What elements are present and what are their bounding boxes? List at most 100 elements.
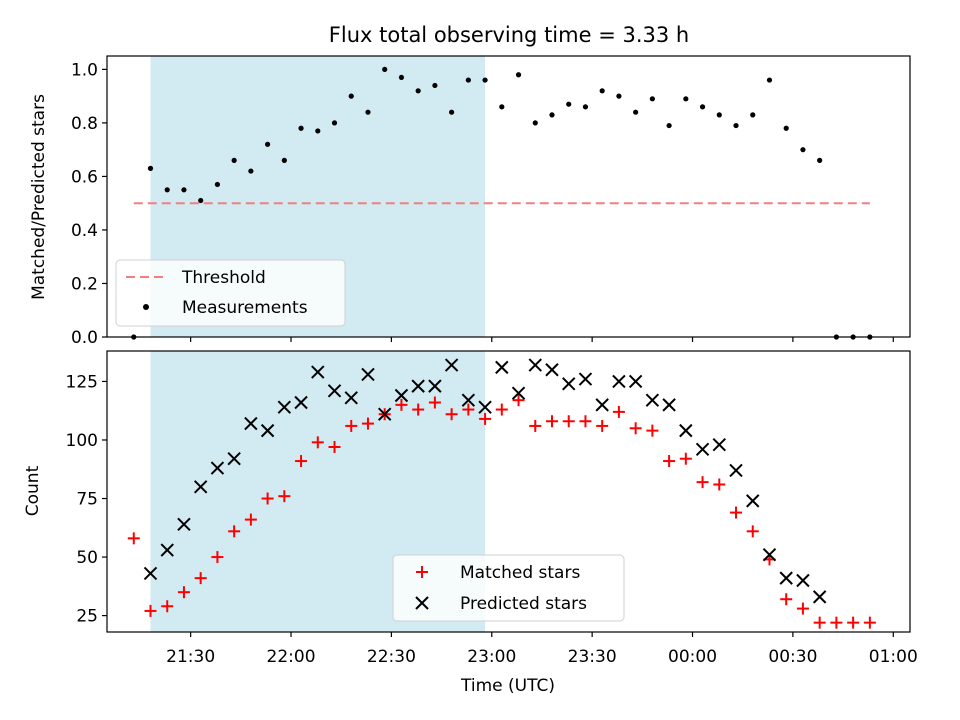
measurement-point [800, 147, 806, 153]
predicted-point [612, 374, 626, 389]
predicted-point [461, 393, 476, 407]
predicted-point [595, 398, 609, 412]
measurement-point [582, 104, 589, 110]
predicted-point [377, 407, 392, 421]
top-y-tick-label: 0.4 [71, 221, 98, 241]
predicted-point [562, 377, 576, 391]
top-axes-frame [106, 55, 911, 338]
matched-point [813, 616, 826, 629]
measurement-point [164, 187, 170, 193]
legend-measurements-swatch [143, 304, 149, 310]
top-y-tick-label: 0.0 [71, 328, 98, 348]
chart-title: Flux total observing time = 3.33 h [329, 23, 689, 47]
bottom-x-tick-label: 01:00 [869, 647, 918, 667]
predicted-point [528, 358, 542, 372]
measurement-point [214, 181, 221, 188]
matched-point [361, 417, 374, 430]
bottom-x-tick-label: 23:00 [467, 647, 516, 667]
predicted-point [578, 372, 593, 386]
matched-point [863, 616, 876, 629]
matched-point [545, 415, 558, 428]
bottom-y-tick-label: 50 [76, 548, 98, 568]
predicted-point [193, 480, 208, 494]
matched-point [679, 452, 692, 465]
measurement-point [315, 128, 321, 134]
measurement-point [599, 88, 605, 94]
matched-point [780, 593, 793, 606]
matched-point [830, 616, 843, 629]
predicted-point [444, 358, 459, 372]
bottom-y-tick-label: 100 [66, 431, 98, 451]
measurement-point [616, 93, 622, 99]
matched-point [244, 513, 257, 526]
bottom-y-tick-label: 125 [66, 372, 98, 392]
matched-point [328, 441, 341, 454]
top-y-ticks: 0.0 0.2 0.4 0.6 0.8 1.0 [71, 60, 107, 348]
predicted-point [344, 391, 358, 405]
measurement-point [549, 112, 555, 118]
measurement-point [499, 104, 505, 110]
predicted-point [695, 442, 710, 457]
predicted-point [143, 566, 158, 581]
measurement-point [566, 101, 572, 107]
matched-point [579, 415, 592, 428]
predicted-point [779, 571, 793, 585]
matched-point [161, 600, 174, 613]
top-y-tick-label: 0.8 [71, 114, 98, 134]
measurement-point [265, 141, 271, 147]
bottom-panel: 25 50 75 100 125 21:30 22:00 22:30 23:00 23:30 00… [23, 350, 918, 696]
measurement-point [147, 165, 154, 171]
bottom-x-tick-label: 22:30 [367, 647, 416, 667]
measurement-point [633, 109, 639, 115]
measurement-point [281, 157, 287, 163]
bottom-legend: Matched stars Predicted stars [392, 554, 625, 622]
measurement-points [131, 66, 873, 340]
matched-point [663, 455, 676, 468]
matched-point [713, 478, 726, 491]
matched-point [211, 551, 224, 564]
measurement-point [666, 122, 672, 129]
top-legend-box [115, 259, 346, 327]
legend-threshold-label: Threshold [181, 268, 266, 288]
measurement-point [482, 77, 488, 83]
predicted-point [812, 590, 827, 604]
measurement-point [465, 77, 471, 83]
matched-point [529, 419, 542, 432]
matched-point [261, 492, 274, 505]
predicted-point [495, 360, 509, 375]
predicted-point [294, 395, 308, 410]
bottom-y-axis-label: Count [23, 465, 43, 516]
predicted-point [327, 384, 342, 398]
measurement-point [766, 77, 773, 83]
predicted-point [662, 398, 676, 412]
measurement-point [683, 96, 689, 102]
top-y-axis-label: Matched/Predicted stars [29, 94, 49, 300]
matched-point [311, 436, 324, 449]
measurement-point [248, 168, 254, 174]
matched-point [512, 394, 525, 407]
matched-point [730, 506, 743, 519]
matched-point [445, 408, 458, 421]
measurement-point [181, 187, 187, 193]
predicted-point [210, 461, 225, 475]
predicted-point [177, 517, 191, 531]
bottom-y-ticks: 25 50 75 100 125 [66, 372, 107, 627]
top-legend: Threshold Measurements [115, 259, 346, 327]
top-y-tick-label: 1.0 [71, 60, 98, 80]
bottom-axes-frame [106, 350, 911, 633]
matched-point [646, 424, 659, 437]
measurement-point [348, 93, 354, 99]
legend-measurements-label: Measurements [182, 298, 308, 318]
bottom-legend-box [392, 554, 625, 622]
legend-predicted-swatch [415, 596, 429, 610]
matched-point [462, 403, 475, 416]
measurement-point [716, 112, 722, 118]
measurement-point [817, 157, 823, 163]
predicted-point [428, 379, 442, 393]
measurement-point [649, 96, 655, 102]
bottom-x-tick-label: 23:30 [568, 647, 617, 667]
matched-point [612, 405, 625, 418]
legend-matched-swatch [416, 566, 428, 578]
matched-point [127, 532, 140, 545]
